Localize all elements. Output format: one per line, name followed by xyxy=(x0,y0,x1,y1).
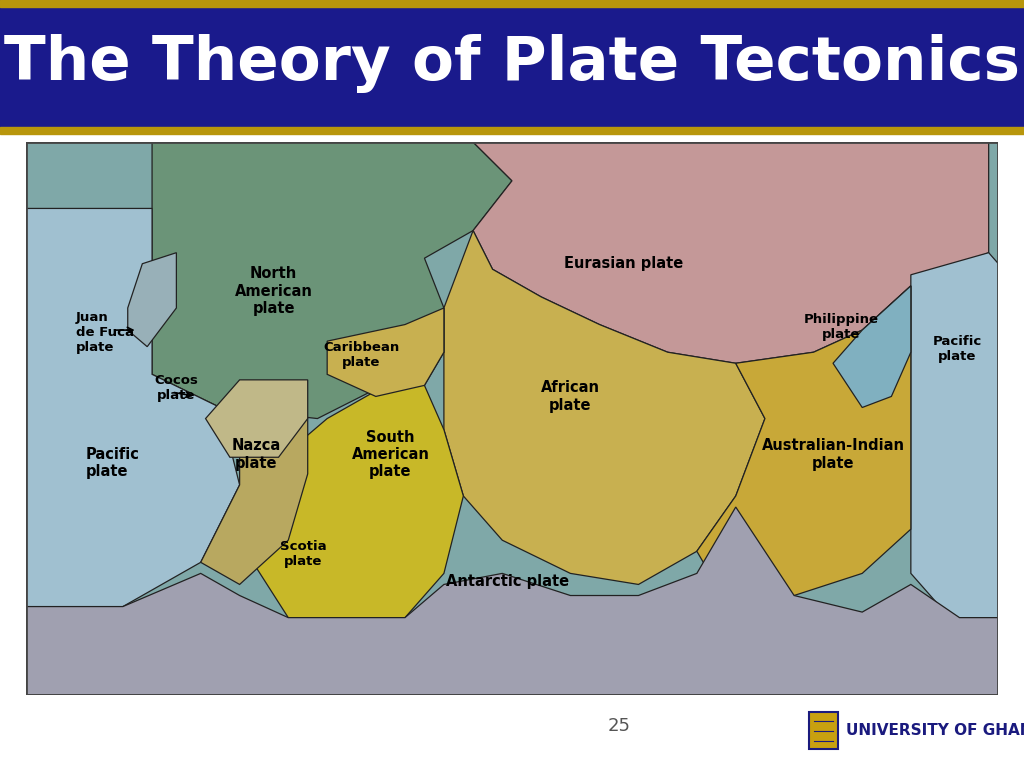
Bar xyxy=(0,127,1024,134)
Text: Pacific
plate: Pacific plate xyxy=(86,447,140,479)
Text: Philippine
plate: Philippine plate xyxy=(803,313,879,341)
Polygon shape xyxy=(128,253,176,346)
Polygon shape xyxy=(328,308,444,396)
Text: Scotia
plate: Scotia plate xyxy=(280,540,327,568)
FancyBboxPatch shape xyxy=(809,712,838,749)
Polygon shape xyxy=(201,408,307,584)
Text: Juan
de Fuca
plate: Juan de Fuca plate xyxy=(76,311,134,354)
Text: 25: 25 xyxy=(608,717,631,735)
Polygon shape xyxy=(279,617,406,657)
Polygon shape xyxy=(250,308,463,634)
Polygon shape xyxy=(834,286,911,408)
Bar xyxy=(0,0,1024,7)
Polygon shape xyxy=(206,380,307,457)
Polygon shape xyxy=(473,142,989,363)
Text: Caribbean
plate: Caribbean plate xyxy=(324,341,399,369)
Text: UNIVERSITY OF GHANA: UNIVERSITY OF GHANA xyxy=(846,723,1024,738)
Text: Cocos
plate: Cocos plate xyxy=(155,374,199,402)
Polygon shape xyxy=(26,208,240,629)
Text: Australian-Indian
plate: Australian-Indian plate xyxy=(762,439,904,471)
Text: North
American
plate: North American plate xyxy=(234,266,312,316)
Text: The Theory of Plate Tectonics: The Theory of Plate Tectonics xyxy=(4,34,1020,93)
Text: South
American
plate: South American plate xyxy=(351,429,429,479)
Text: Eurasian plate: Eurasian plate xyxy=(564,257,683,271)
Polygon shape xyxy=(696,286,911,595)
Text: Antarctic plate: Antarctic plate xyxy=(445,574,568,589)
Polygon shape xyxy=(152,142,512,419)
Bar xyxy=(0,0,1024,127)
Polygon shape xyxy=(444,230,765,584)
Polygon shape xyxy=(26,507,998,695)
Text: Nazca
plate: Nazca plate xyxy=(231,439,281,471)
Polygon shape xyxy=(911,253,998,629)
Text: Pacific
plate: Pacific plate xyxy=(933,336,982,363)
Text: African
plate: African plate xyxy=(541,380,600,412)
